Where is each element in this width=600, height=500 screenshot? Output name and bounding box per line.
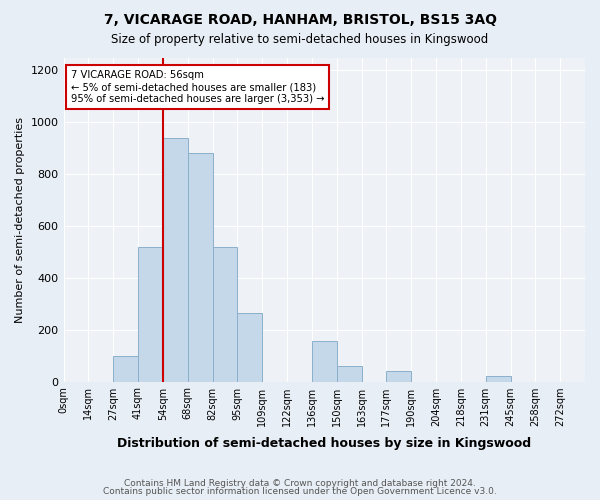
Y-axis label: Number of semi-detached properties: Number of semi-detached properties: [15, 116, 25, 322]
Bar: [337, 366, 362, 382]
Bar: [238, 313, 262, 382]
Text: Contains HM Land Registry data © Crown copyright and database right 2024.: Contains HM Land Registry data © Crown c…: [124, 478, 476, 488]
Bar: [485, 376, 511, 382]
Bar: [212, 246, 238, 382]
Text: Contains public sector information licensed under the Open Government Licence v3: Contains public sector information licen…: [103, 487, 497, 496]
Bar: [188, 154, 212, 382]
Text: 7, VICARAGE ROAD, HANHAM, BRISTOL, BS15 3AQ: 7, VICARAGE ROAD, HANHAM, BRISTOL, BS15 …: [104, 12, 497, 26]
X-axis label: Distribution of semi-detached houses by size in Kingswood: Distribution of semi-detached houses by …: [117, 437, 532, 450]
Bar: [113, 356, 138, 382]
Text: 7 VICARAGE ROAD: 56sqm
← 5% of semi-detached houses are smaller (183)
95% of sem: 7 VICARAGE ROAD: 56sqm ← 5% of semi-deta…: [71, 70, 325, 104]
Bar: [386, 371, 411, 382]
Bar: [138, 246, 163, 382]
Text: Size of property relative to semi-detached houses in Kingswood: Size of property relative to semi-detach…: [112, 32, 488, 46]
Bar: [312, 342, 337, 382]
Bar: [163, 138, 188, 382]
